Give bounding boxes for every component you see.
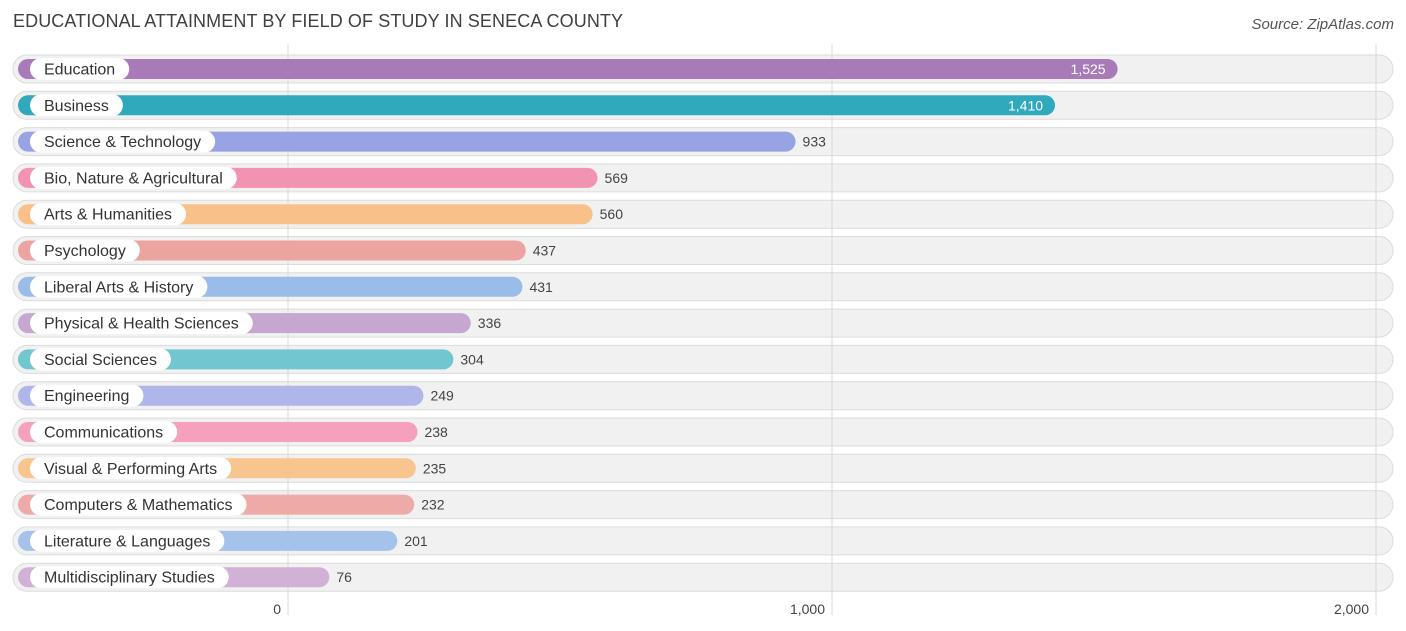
bar	[18, 240, 526, 261]
x-tick-label: 2,000	[1334, 601, 1369, 617]
category-label-background	[30, 493, 247, 516]
category-label: Business	[44, 98, 109, 115]
value-label: 569	[605, 170, 629, 186]
chart-source: Source: ZipAtlas.com	[1251, 16, 1394, 33]
category-label-background	[30, 166, 237, 189]
value-label: 336	[478, 315, 502, 331]
category-label-background	[30, 384, 144, 407]
value-label: 1,525	[1071, 61, 1106, 77]
category-label: Arts & Humanities	[44, 207, 172, 224]
category-label: Literature & Languages	[44, 533, 210, 550]
category-label: Engineering	[44, 388, 129, 405]
category-label-background	[30, 529, 225, 552]
category-label-background	[30, 457, 232, 480]
bar	[18, 95, 1056, 116]
value-label: 201	[404, 533, 428, 549]
x-tick-label: 1,000	[790, 601, 825, 617]
value-label: 431	[529, 279, 553, 295]
category-label-background	[30, 566, 229, 589]
category-label-background	[30, 312, 253, 335]
category-label: Social Sciences	[44, 352, 157, 369]
category-label-background	[30, 348, 171, 371]
value-label: 1,410	[1008, 97, 1043, 113]
category-label: Science & Technology	[44, 134, 201, 151]
category-label-background	[30, 203, 187, 226]
chart-title: EDUCATIONAL ATTAINMENT BY FIELD OF STUDY…	[13, 11, 624, 31]
category-label: Bio, Nature & Agricultural	[44, 170, 223, 187]
x-tick-label: 0	[273, 601, 281, 617]
category-label: Psychology	[44, 243, 126, 260]
category-label: Visual & Performing Arts	[44, 461, 217, 478]
value-label: 238	[424, 424, 448, 440]
value-label: 235	[423, 460, 447, 476]
row-background	[12, 562, 1394, 592]
category-label: Physical & Health Sciences	[44, 316, 239, 333]
value-label: 933	[803, 134, 827, 150]
category-label-background	[30, 130, 216, 153]
value-label: 304	[460, 351, 484, 367]
category-label-background	[30, 275, 208, 298]
value-label: 249	[430, 388, 454, 404]
value-label: 437	[533, 243, 557, 259]
category-label-background	[30, 94, 123, 117]
bar	[18, 59, 1118, 79]
value-label: 232	[421, 497, 445, 513]
category-label: Computers & Mathematics	[44, 497, 233, 514]
category-label: Education	[44, 62, 115, 79]
category-label: Communications	[44, 425, 163, 442]
value-label: 560	[600, 206, 624, 222]
category-label: Multidisciplinary Studies	[44, 570, 215, 587]
value-label: 76	[336, 569, 352, 585]
category-label-background	[30, 239, 140, 262]
category-label-background	[30, 58, 130, 80]
category-label: Liberal Arts & History	[44, 279, 193, 296]
category-label-background	[30, 421, 178, 443]
